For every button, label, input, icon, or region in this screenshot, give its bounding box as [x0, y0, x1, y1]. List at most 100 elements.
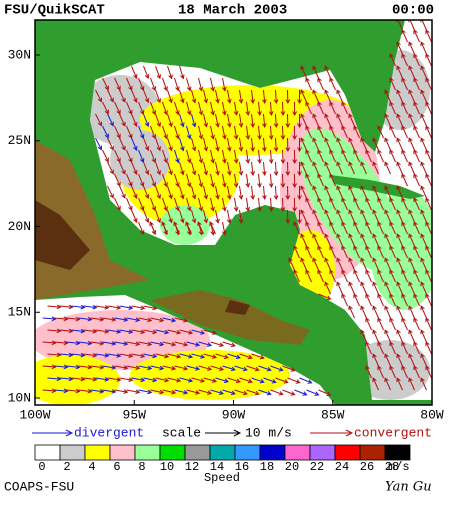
wind-arrow	[353, 197, 360, 211]
wind-arrow	[131, 353, 146, 359]
wind-arrow	[126, 365, 141, 371]
wind-arrow	[114, 77, 121, 91]
wind-arrow	[384, 329, 391, 343]
wind-arrow	[210, 125, 215, 140]
wind-arrow	[300, 209, 307, 223]
wind-arrow	[420, 161, 427, 175]
legend-arrow	[310, 429, 354, 437]
wind-arrow	[268, 173, 274, 189]
wind-arrow	[198, 149, 204, 164]
wind-arrow	[336, 233, 343, 247]
wind-arrow	[300, 65, 307, 79]
wind-arrow	[312, 65, 319, 79]
wind-arrow	[389, 77, 396, 91]
wind-arrow	[273, 89, 279, 105]
colorbar-unit: m/s	[388, 460, 410, 474]
wind-arrow	[162, 197, 168, 212]
mountains	[35, 200, 90, 270]
wind-arrow	[238, 113, 244, 128]
wind-arrow	[138, 365, 153, 371]
wind-arrow	[305, 101, 312, 115]
wind-arrow	[131, 185, 138, 199]
wind-arrow	[179, 329, 194, 335]
colorbar-label: 2	[63, 460, 70, 474]
wind-arrow	[210, 149, 215, 164]
wind-arrow	[131, 209, 138, 223]
wind-arrow	[203, 209, 209, 224]
legend-convergent: convergent	[354, 425, 432, 440]
wind-arrow	[280, 173, 286, 189]
wind-arrow	[245, 125, 251, 140]
wind-arrow	[324, 65, 331, 79]
wind-arrow	[251, 353, 265, 360]
wind-arrow	[167, 209, 173, 224]
wind-arrow	[408, 89, 415, 103]
wind-arrow	[222, 365, 236, 372]
wind-arrow	[143, 185, 150, 200]
colorbar-swatch	[34, 444, 61, 461]
wind-arrow	[174, 197, 180, 212]
wind-arrow	[203, 137, 209, 152]
wind-arrow	[360, 185, 367, 199]
wind-arrow	[143, 65, 150, 80]
wind-arrow	[102, 317, 117, 322]
wind-arrow	[215, 377, 229, 384]
signature: Yan Gu	[385, 480, 432, 495]
wind-arrow	[372, 233, 379, 247]
wind-arrow	[396, 377, 403, 391]
wind-arrow	[413, 341, 420, 355]
legend-arrow	[32, 429, 74, 437]
wind-arrow	[155, 209, 162, 224]
wind-arrow	[226, 113, 232, 128]
wind-arrow	[155, 185, 162, 200]
wind-arrow	[348, 209, 355, 223]
wind-arrow	[401, 221, 408, 235]
wind-arrow	[372, 257, 379, 271]
wind-arrow	[292, 101, 297, 117]
wind-arrow	[396, 113, 403, 127]
wind-arrow	[396, 161, 403, 175]
wind-arrow	[162, 317, 177, 323]
wind-arrow	[143, 353, 158, 359]
wind-arrow	[238, 209, 244, 224]
wind-arrow	[396, 305, 403, 319]
wind-arrow	[413, 365, 420, 379]
wind-arrow	[329, 149, 336, 163]
wind-arrow	[300, 89, 307, 103]
wind-arrow	[285, 113, 291, 129]
wind-arrow	[102, 149, 109, 163]
wind-arrow	[131, 89, 138, 103]
wind-arrow	[353, 125, 360, 139]
wind-arrow	[227, 353, 241, 360]
wind-arrow	[59, 376, 74, 382]
wind-arrow	[329, 173, 336, 187]
wind-arrow	[285, 137, 291, 153]
wind-arrow	[389, 365, 396, 379]
wind-arrow	[408, 377, 415, 391]
wind-arrow	[329, 221, 336, 235]
wind-arrow	[42, 364, 57, 370]
wind-arrow	[420, 113, 427, 127]
wind-arrow	[119, 185, 126, 199]
wind-arrow	[262, 89, 267, 104]
wind-arrow	[186, 341, 201, 347]
wind-arrow	[203, 161, 209, 176]
wind-arrow	[257, 125, 262, 140]
wind-arrow	[299, 377, 313, 384]
wind-arrow	[179, 209, 185, 224]
wind-arrow	[329, 101, 336, 115]
wind-arrow	[384, 209, 391, 223]
wind-arrow	[365, 221, 372, 235]
lat-label: 10N	[8, 390, 31, 405]
wind-arrow	[167, 113, 173, 128]
wind-arrow	[384, 161, 391, 175]
wind-arrow	[408, 257, 415, 271]
wind-arrow	[377, 341, 384, 355]
wind-arrow	[47, 304, 62, 310]
wind-arrow	[389, 149, 396, 163]
wind-arrow	[293, 245, 300, 259]
wind-arrow	[297, 209, 302, 225]
wind-arrow	[372, 305, 379, 319]
wind-arrow	[186, 389, 201, 395]
